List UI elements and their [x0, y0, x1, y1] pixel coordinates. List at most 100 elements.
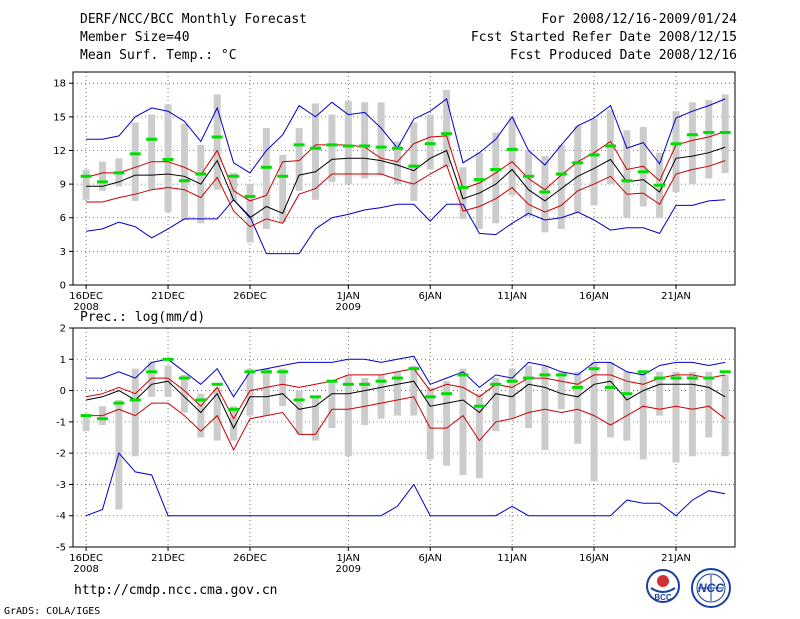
- range-box: [246, 368, 254, 416]
- range-box: [230, 172, 238, 201]
- obs-marker: [260, 370, 272, 374]
- range-box: [344, 374, 352, 457]
- obs-marker: [375, 379, 387, 383]
- x-tick-label: 11JAN: [497, 553, 527, 564]
- x-tick-label: 21DEC: [151, 553, 185, 564]
- ncc-logo-text: NCC: [698, 581, 724, 595]
- x-tick-label: 1JAN: [337, 291, 360, 302]
- series-max: [86, 98, 726, 174]
- range-box: [590, 362, 598, 482]
- obs-marker: [96, 180, 108, 184]
- obs-marker: [654, 376, 666, 380]
- range-box: [131, 368, 139, 457]
- obs-marker: [539, 190, 551, 194]
- range-box: [705, 371, 713, 438]
- obs-marker: [686, 133, 698, 137]
- obs-marker: [654, 183, 666, 187]
- x-tick-label: 21JAN: [661, 291, 691, 302]
- source-url[interactable]: http://cmdp.ncc.cma.gov.cn: [74, 583, 278, 598]
- obs-marker: [457, 185, 469, 189]
- obs-marker: [113, 171, 125, 175]
- range-box: [230, 406, 238, 441]
- obs-marker: [604, 385, 616, 389]
- x-tick-label: 6JAN: [418, 291, 441, 302]
- x-tick-label: 16JAN: [579, 291, 609, 302]
- range-box: [525, 150, 533, 217]
- series-max: [86, 355, 726, 398]
- bcc-logo: BCC: [643, 568, 683, 606]
- obs-marker: [342, 144, 354, 148]
- series-min: [86, 199, 726, 255]
- fcst-produced-date: Fcst Produced Date 2008/12/16: [510, 48, 737, 63]
- range-box: [312, 103, 320, 200]
- obs-marker: [244, 370, 256, 374]
- obs-marker: [211, 135, 223, 139]
- range-box: [148, 114, 156, 190]
- x-tick-label: 26DEC: [233, 553, 267, 564]
- obs-marker: [211, 382, 223, 386]
- range-box: [590, 119, 598, 206]
- range-box: [459, 167, 467, 219]
- range-box: [426, 114, 434, 170]
- range-box: [508, 117, 516, 196]
- range-box: [361, 378, 369, 425]
- range-box: [492, 132, 500, 224]
- range-box: [295, 390, 303, 435]
- range-box: [508, 368, 516, 419]
- range-box: [148, 362, 156, 397]
- obs-marker: [129, 398, 141, 402]
- range-box: [721, 374, 729, 457]
- bcc-logo-text: BCC: [654, 593, 672, 602]
- obs-marker: [293, 398, 305, 402]
- obs-marker: [129, 152, 141, 156]
- range-box: [98, 161, 106, 191]
- range-box: [688, 371, 696, 457]
- obs-marker: [326, 379, 338, 383]
- y-tick-label: 12: [53, 146, 66, 157]
- series-spread-lower: [86, 160, 726, 228]
- fcst-started-date: Fcst Started Refer Date 2008/12/15: [470, 30, 737, 45]
- x-year-label: 2009: [336, 302, 361, 313]
- obs-marker: [670, 376, 682, 380]
- obs-marker: [473, 404, 485, 408]
- range-box: [410, 122, 418, 201]
- y-tick-label: -1: [56, 417, 66, 428]
- obs-marker: [162, 357, 174, 361]
- obs-marker: [506, 147, 518, 151]
- obs-marker: [719, 131, 731, 135]
- obs-marker: [490, 168, 502, 172]
- range-box: [623, 371, 631, 441]
- grads-credit: GrADS: COLA/IGES: [4, 606, 101, 617]
- range-box: [606, 362, 614, 438]
- y-tick-label: 1: [60, 355, 66, 366]
- obs-marker: [195, 172, 207, 176]
- obs-marker: [424, 395, 436, 399]
- range-box: [541, 365, 549, 451]
- precip-panel-title: Prec.: log(mm/d): [80, 310, 206, 325]
- obs-marker: [539, 373, 551, 377]
- range-box: [557, 371, 565, 410]
- range-box: [492, 378, 500, 432]
- obs-marker: [572, 161, 584, 165]
- obs-marker: [457, 373, 469, 377]
- obs-marker: [424, 142, 436, 146]
- series-spread-upper: [85, 130, 726, 202]
- obs-marker: [113, 401, 125, 405]
- x-year-label: 2008: [73, 302, 98, 313]
- obs-marker: [408, 164, 420, 168]
- range-box: [656, 371, 664, 416]
- obs-marker: [80, 174, 92, 178]
- x-tick-label: 16JAN: [579, 553, 609, 564]
- y-tick-label: -4: [56, 511, 66, 522]
- plot-frame: [72, 327, 736, 548]
- range-box: [312, 396, 320, 441]
- obs-marker: [523, 174, 535, 178]
- y-tick-label: -5: [56, 543, 66, 554]
- y-tick-label: 18: [53, 79, 66, 90]
- range-box: [328, 381, 336, 429]
- series-min: [85, 452, 726, 517]
- range-box: [672, 111, 680, 192]
- range-box: [213, 94, 221, 190]
- obs-marker: [260, 165, 272, 169]
